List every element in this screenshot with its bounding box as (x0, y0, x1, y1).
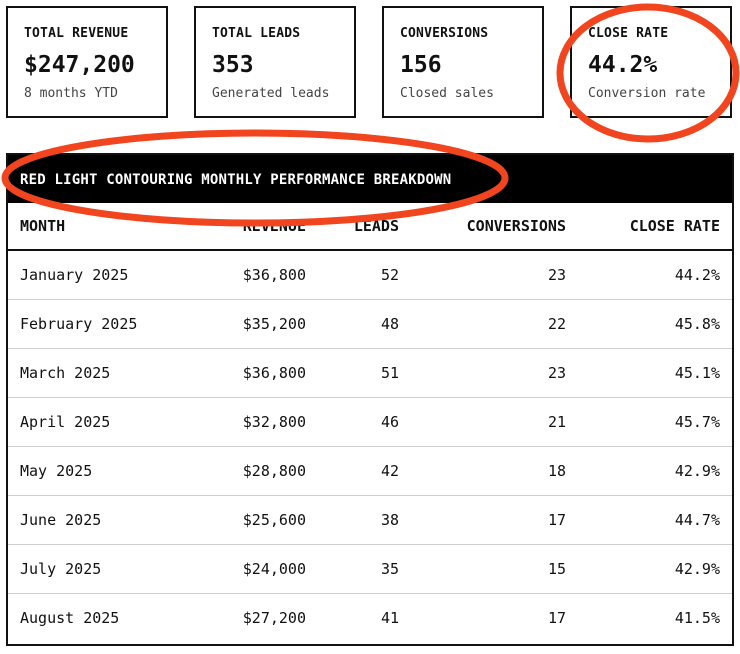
kpi-card-total-leads: TOTAL LEADS 353 Generated leads (194, 6, 356, 118)
cell-close-rate: 44.7% (578, 495, 732, 545)
cell-month: August 2025 (20, 609, 120, 627)
cell-close-rate: 42.9% (578, 544, 732, 594)
cell-close-rate: 45.8% (578, 299, 732, 349)
kpi-title: TOTAL LEADS (212, 26, 301, 41)
kpi-value: 156 (400, 52, 442, 78)
cell-conversions: 23 (411, 250, 578, 300)
cell-close-rate: 42.9% (578, 446, 732, 496)
cell-conversions: 22 (411, 299, 578, 349)
performance-table-panel: RED LIGHT CONTOURING MONTHLY PERFORMANCE… (6, 153, 734, 646)
cell-revenue: $24,000 (186, 544, 318, 594)
kpi-title: CLOSE RATE (588, 26, 669, 41)
cell-month: May 2025 (8, 446, 186, 496)
cell-leads: 38 (318, 495, 411, 545)
kpi-value: $247,200 (24, 52, 135, 78)
cell-close-rate: 45.7% (578, 397, 732, 447)
cell-month: July 2025 (8, 544, 186, 594)
cell-leads: 51 (318, 348, 411, 398)
cell-conversions: 21 (411, 397, 578, 447)
table-title: RED LIGHT CONTOURING MONTHLY PERFORMANCE… (8, 155, 732, 203)
table-row: March 2025 $36,800 51 23 45.1% (8, 348, 732, 398)
cell-conversions: 15 (411, 544, 578, 594)
kpi-title: TOTAL REVENUE (24, 26, 129, 41)
table-row: April 2025 $32,800 46 21 45.7% (8, 397, 732, 447)
cell-month: June 2025 (8, 495, 186, 545)
cell-revenue: $25,600 (186, 495, 318, 545)
cell-revenue: $35,200 (186, 299, 318, 349)
cell-leads: 41 (380, 609, 399, 627)
cell-month: March 2025 (8, 348, 186, 398)
column-header-month: MONTH (8, 203, 186, 251)
table-row: February 2025 $35,200 48 22 45.8% (8, 299, 732, 349)
table-row: May 2025 $28,800 42 18 42.9% (8, 446, 732, 496)
cell-close-rate: 45.1% (578, 348, 732, 398)
cell-month: January 2025 (8, 250, 186, 300)
cell-revenue: $36,800 (186, 250, 318, 300)
column-header-leads: LEADS (318, 203, 411, 251)
cell-revenue: $28,800 (186, 446, 318, 496)
cell-month: February 2025 (8, 299, 186, 349)
kpi-subtitle: 8 months YTD (24, 86, 118, 101)
performance-table: MONTH REVENUE LEADS CONVERSIONS CLOSE RA… (8, 203, 732, 642)
column-header-conversions: CONVERSIONS (411, 203, 578, 251)
kpi-value: 353 (212, 52, 254, 78)
kpi-card-close-rate: CLOSE RATE 44.2% Conversion rate (570, 6, 732, 118)
cell-revenue: $36,800 (186, 348, 318, 398)
cell-leads: 42 (318, 446, 411, 496)
table-row: July 2025 $24,000 35 15 42.9% (8, 544, 732, 594)
kpi-card-total-revenue: TOTAL REVENUE $247,200 8 months YTD (6, 6, 168, 118)
cell-close-rate: 41.5% (674, 609, 720, 627)
cell-revenue: $32,800 (186, 397, 318, 447)
cell-leads: 48 (318, 299, 411, 349)
table-row: June 2025 $25,600 38 17 44.7% (8, 495, 732, 545)
table-row: January 2025 $36,800 52 23 44.2% (8, 250, 732, 300)
cell-close-rate: 44.2% (578, 250, 732, 300)
cell-conversions: 18 (411, 446, 578, 496)
column-header-close-rate: CLOSE RATE (578, 203, 732, 251)
cell-revenue: $27,200 (242, 609, 306, 627)
cell-month: April 2025 (8, 397, 186, 447)
table-row: August 2025 $27,200 41 17 41.5% (8, 594, 732, 643)
kpi-value: 44.2% (588, 52, 658, 78)
kpi-card-conversions: CONVERSIONS 156 Closed sales (382, 6, 544, 118)
kpi-subtitle: Conversion rate (588, 86, 706, 101)
cell-leads: 46 (318, 397, 411, 447)
cell-conversions: 17 (411, 495, 578, 545)
cell-conversions: 23 (411, 348, 578, 398)
kpi-title: CONVERSIONS (400, 26, 489, 41)
cell-leads: 35 (318, 544, 411, 594)
kpi-row: TOTAL REVENUE $247,200 8 months YTD TOTA… (6, 6, 734, 120)
cell-conversions: 17 (547, 609, 566, 627)
column-header-revenue: REVENUE (186, 203, 318, 251)
cell-leads: 52 (318, 250, 411, 300)
kpi-subtitle: Generated leads (212, 86, 330, 101)
kpi-subtitle: Closed sales (400, 86, 494, 101)
table-header-row: MONTH REVENUE LEADS CONVERSIONS CLOSE RA… (8, 203, 732, 251)
